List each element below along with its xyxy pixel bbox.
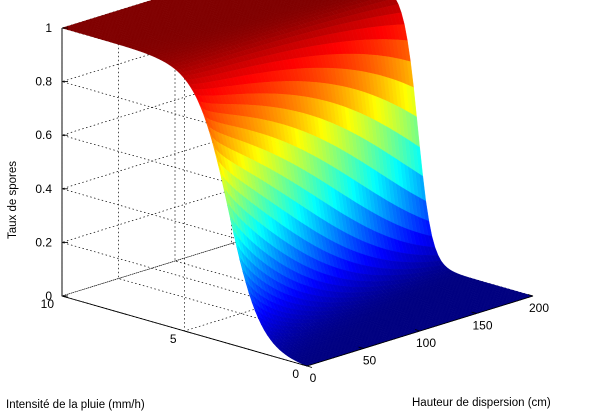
z-tick-label: 1 [45,21,52,35]
x-tick-label: 50 [363,354,377,368]
x-tick-label: 200 [529,301,549,315]
z-tick-label: 0.8 [35,75,52,89]
surface-layer [61,0,534,367]
z-axis-label: Taux de spores [7,161,19,239]
z-tick-label: 0.4 [35,182,52,196]
y-axis-label: Intensité de la pluie (mm/h) [6,399,145,411]
z-gridline [60,172,308,313]
z-tick-label: 0.2 [35,235,52,249]
y-tick-label: 5 [170,332,177,346]
x-tick-label: 150 [472,319,492,333]
x-axis-label: Hauteur de dispersion (cm) [412,397,551,409]
y-tick-label: 0 [292,367,299,381]
x-tick-label: 100 [416,336,436,350]
x-tick-label: 0 [310,371,317,385]
y-tick [306,365,313,368]
z-tick-label: 0.6 [35,128,52,142]
y-tick-label: 10 [41,297,55,311]
